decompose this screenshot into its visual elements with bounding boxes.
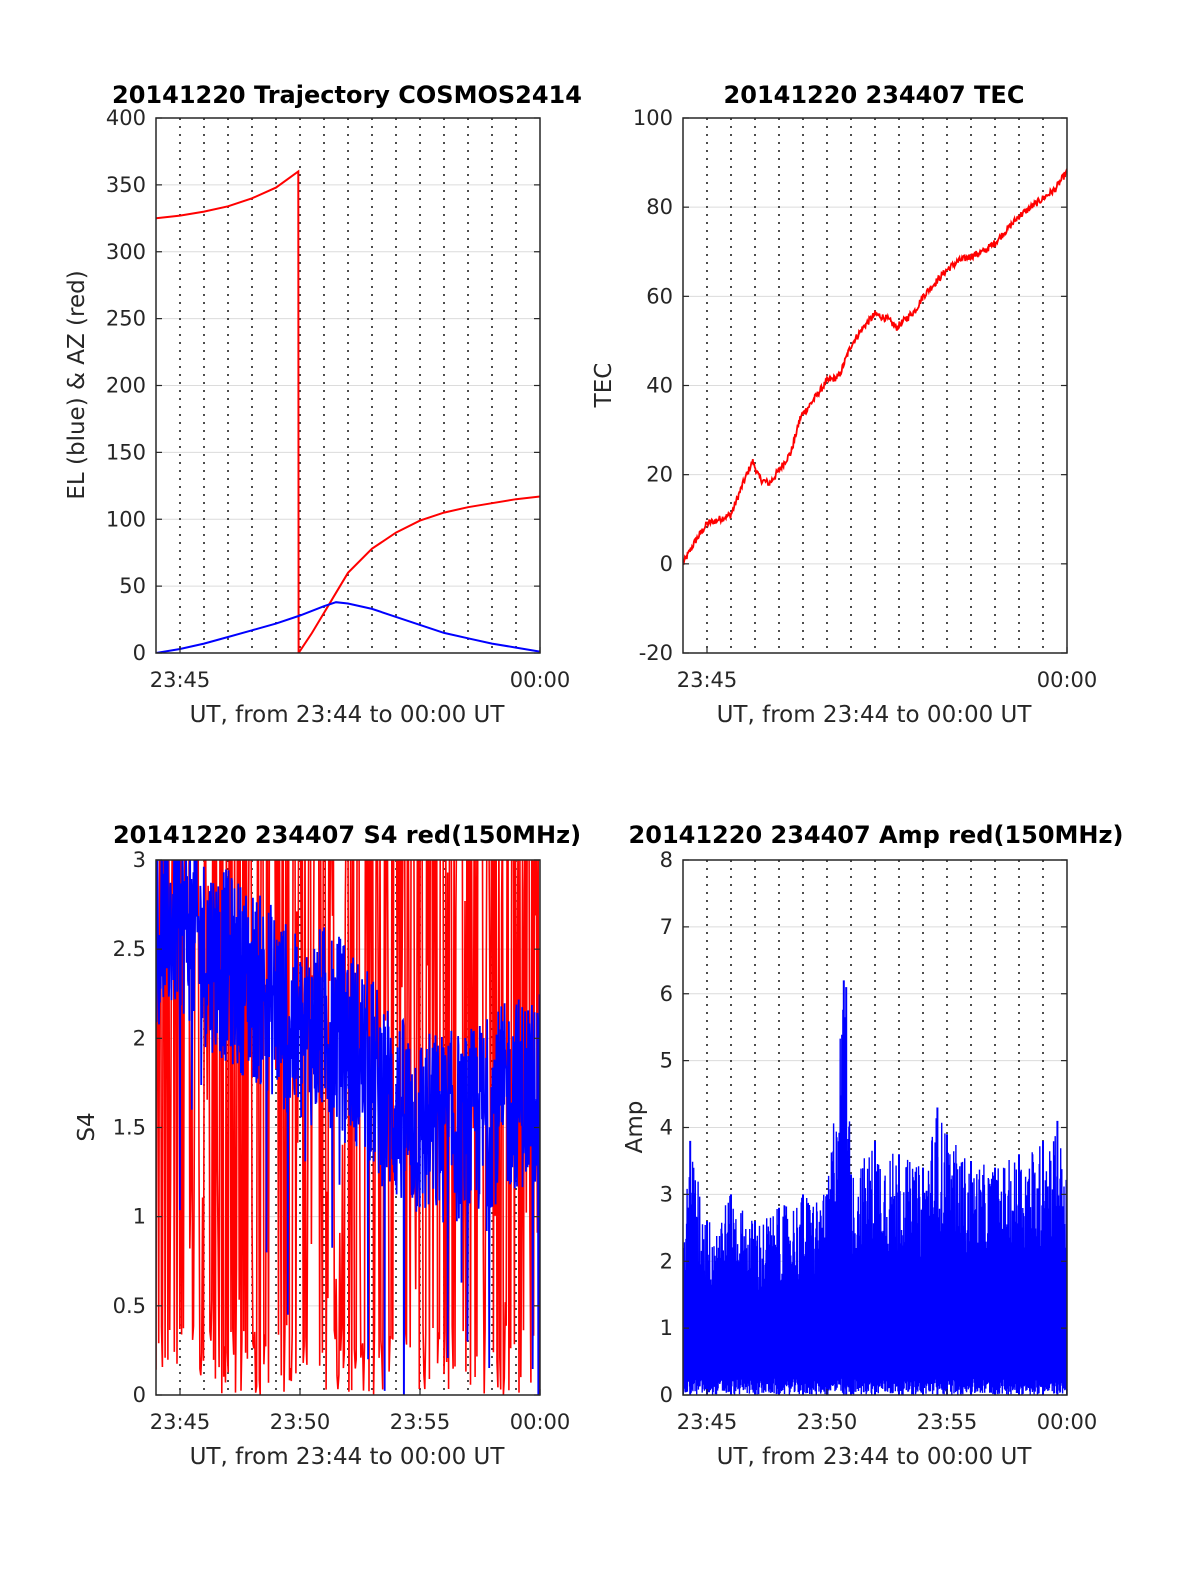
panel-amp: 20141220 234407 Amp red(150MHz) 0 1 2 3 4 5 6 7…: [622, 821, 1123, 1470]
y-tick-label: 100: [106, 507, 146, 531]
elevation-line: [156, 601, 540, 653]
panel-tec-series: [683, 168, 1067, 566]
azimuth-line: [156, 169, 540, 653]
x-tick-label: 23:50: [270, 1410, 331, 1434]
panel-tec-xlabel: UT, from 23:44 to 00:00 UT: [717, 702, 1033, 728]
panel-tec-ylabel: TEC: [591, 363, 617, 409]
y-tick-label: 40: [646, 374, 673, 398]
y-tick-label: 200: [106, 374, 146, 398]
panel-trajectory-grid: [156, 117, 540, 654]
y-tick-label: 60: [646, 284, 673, 308]
y-tick-label: 8: [660, 848, 673, 872]
y-tick-label: 3: [660, 1182, 673, 1206]
panel-tec-title: 20141220 234407 TEC: [724, 81, 1025, 109]
x-tick-label: 23:45: [677, 668, 738, 692]
panel-amp-xlabel: UT, from 23:44 to 00:00 UT: [717, 1444, 1033, 1470]
x-tick-label: 00:00: [1037, 668, 1098, 692]
panel-s4-xlabel: UT, from 23:44 to 00:00 UT: [190, 1444, 506, 1470]
panel-tec-ticks: -20 0 20 40 60 80 100 23:45 00:00: [633, 106, 1097, 692]
y-tick-label: 0: [660, 552, 673, 576]
y-tick-label: 5: [660, 1049, 673, 1073]
y-tick-label: 150: [106, 440, 146, 464]
y-tick-label: 250: [106, 307, 146, 331]
y-tick-label: -20: [639, 641, 673, 665]
x-tick-label: 23:45: [677, 1410, 738, 1434]
y-tick-label: 6: [660, 982, 673, 1006]
panel-trajectory: 20141220 Trajectory COSMOS2414 0 50 100 150…: [64, 81, 582, 728]
y-tick-label: 300: [106, 240, 146, 264]
panel-trajectory-ylabel: EL (blue) & AZ (red): [64, 270, 90, 499]
panel-s4-ticks: 0 0.5 1 1.5 2 2.5 3 23:45 23:50 23:55 00:00: [113, 848, 571, 1434]
x-tick-label: 23:55: [390, 1410, 451, 1434]
panel-amp-ticks: 0 1 2 3 4 5 6 7 8 23:45 23:50 23:55 00:00: [660, 848, 1098, 1434]
y-tick-label: 1: [660, 1316, 673, 1340]
panel-s4: 20141220 234407 S4 red(150MHz) 0 0.5 1 1.5 2…: [74, 821, 581, 1470]
series-group: [156, 860, 540, 1395]
panel-amp-ylabel: Amp: [622, 1101, 648, 1154]
panel-tec: 20141220 234407 TEC -20 0 20 40 60 80 100 23:45…: [591, 81, 1097, 728]
s4-blue-line: [156, 860, 540, 1395]
y-tick-label: 400: [106, 106, 146, 130]
y-tick-label: 350: [106, 173, 146, 197]
y-tick-label: 4: [660, 1116, 673, 1140]
y-tick-label: 100: [633, 106, 673, 130]
panel-trajectory-xlabel: UT, from 23:44 to 00:00 UT: [190, 702, 506, 728]
series-group: [683, 168, 1067, 566]
panel-s4-ylabel: S4: [74, 1112, 100, 1141]
y-tick-label: 1.5: [113, 1116, 146, 1140]
x-tick-label: 23:45: [150, 1410, 211, 1434]
y-tick-label: 7: [660, 915, 673, 939]
x-tick-label: 00:00: [1037, 1410, 1098, 1434]
y-tick-label: 0: [133, 641, 146, 665]
y-tick-label: 2.5: [113, 937, 146, 961]
panel-trajectory-ticks: 0 50 100 150 200 250 300 350 400 23:45 00:00: [106, 106, 570, 692]
y-tick-label: 0.5: [113, 1294, 146, 1318]
y-tick-label: 0: [133, 1383, 146, 1407]
series-group: [156, 169, 540, 653]
series-group: [683, 980, 1067, 1395]
y-tick-label: 2: [660, 1249, 673, 1273]
x-tick-label: 23:55: [917, 1410, 978, 1434]
y-tick-label: 80: [646, 195, 673, 219]
y-tick-label: 3: [133, 848, 146, 872]
y-tick-label: 2: [133, 1026, 146, 1050]
panel-trajectory-series: [156, 169, 540, 653]
x-tick-label: 00:00: [510, 1410, 571, 1434]
x-tick-label: 23:50: [797, 1410, 858, 1434]
y-tick-label: 0: [660, 1383, 673, 1407]
panel-trajectory-title: 20141220 Trajectory COSMOS2414: [112, 81, 582, 109]
panel-amp-title: 20141220 234407 Amp red(150MHz): [629, 821, 1124, 849]
y-tick-label: 20: [646, 463, 673, 487]
x-tick-label: 23:45: [150, 668, 211, 692]
panel-amp-series: [683, 980, 1067, 1395]
y-tick-label: 1: [133, 1205, 146, 1229]
tec-line: [683, 168, 1067, 566]
panel-s4-series: [156, 860, 540, 1395]
y-tick-label: 50: [119, 574, 146, 598]
panel-s4-title: 20141220 234407 S4 red(150MHz): [113, 821, 581, 849]
x-tick-label: 00:00: [510, 668, 571, 692]
